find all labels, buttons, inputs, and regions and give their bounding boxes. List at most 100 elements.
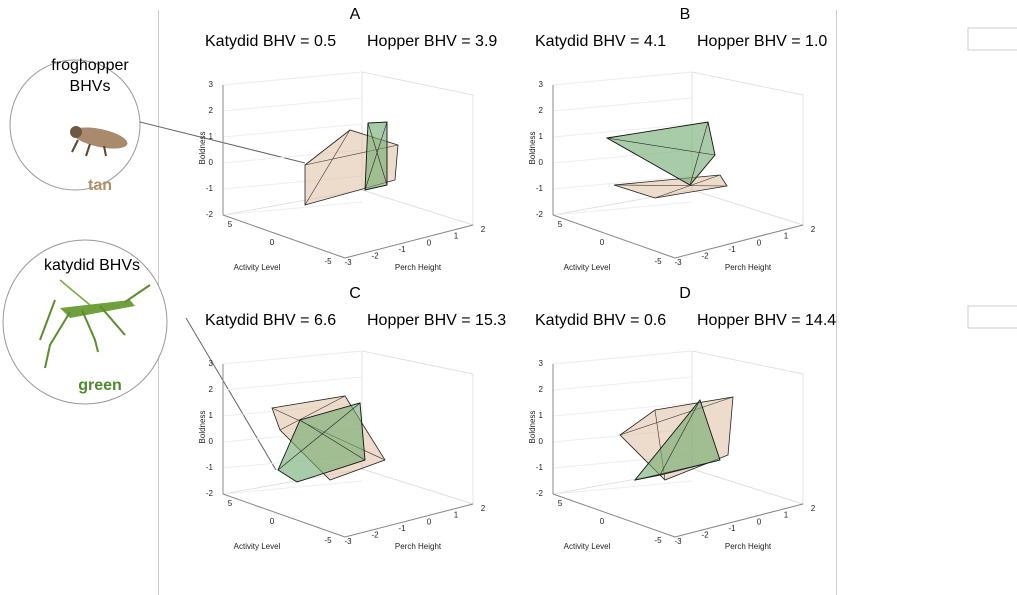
hull-edges (606, 121, 716, 186)
x-axis (552, 214, 676, 259)
x-tick-label: -5 (654, 536, 662, 545)
katydid-bhv: Katydid BHV = 6.6 (205, 312, 336, 329)
y-tick-label: 1 (454, 232, 459, 241)
grid-line (222, 97, 363, 112)
katydid-bhv: Katydid BHV = 4.1 (535, 33, 666, 50)
y-axis-label: Perch Height (725, 542, 772, 551)
z-tick-label: 1 (539, 411, 544, 420)
z-tick-label: 3 (209, 359, 214, 368)
y-tick-label: 2 (811, 225, 816, 234)
y-tick-label: -2 (371, 252, 379, 261)
y-tick-label: 0 (757, 517, 762, 526)
x-tick-label: 5 (558, 220, 563, 229)
z-axis-label: Boldness (198, 132, 207, 165)
x-axis-label: Activity Level (564, 263, 611, 272)
grid-line (552, 480, 693, 495)
hopper-bhv: Hopper BHV = 14.4 (697, 312, 836, 329)
legend-color: green (78, 377, 122, 394)
grid-line (222, 376, 363, 391)
katydid-bhv: Katydid BHV = 0.6 (535, 312, 666, 329)
grid-line (222, 480, 363, 495)
legend-circle (9, 59, 141, 191)
y-tick-label: 0 (427, 238, 432, 247)
y-axis (344, 224, 474, 259)
y-axis-label: Perch Height (725, 263, 772, 272)
floor (552, 189, 805, 259)
y-tick-label: 1 (784, 232, 789, 241)
z-tick-label: -2 (206, 210, 214, 219)
z-tick-label: 1 (539, 132, 544, 141)
legend-label: BHVs (70, 78, 111, 95)
x-tick-label: 5 (228, 499, 233, 508)
y-tick-label: -1 (728, 524, 736, 533)
panel-letter: D (679, 285, 691, 302)
x-axis-label: Activity Level (564, 542, 611, 551)
panel: A Katydid BHV = 0.5 Hopper BHV = 3.9 3 2 1 0 -1… (198, 6, 497, 272)
legend-color: tan (88, 177, 112, 194)
legend-label: froghopper (51, 57, 129, 74)
z-tick-label: 2 (209, 385, 214, 394)
y-axis (674, 503, 804, 538)
grid-line (552, 201, 693, 216)
z-tick-label: 2 (209, 106, 214, 115)
z-axis-label: Boldness (528, 132, 537, 165)
y-tick-label: -2 (701, 252, 709, 261)
y-tick-label: 1 (784, 511, 789, 520)
y-tick-label: 2 (481, 225, 486, 234)
z-tick-label: -1 (206, 463, 214, 472)
x-axis (222, 214, 346, 259)
z-tick-label: 0 (209, 158, 214, 167)
z-tick-label: -2 (536, 210, 544, 219)
y-tick-label: 2 (811, 504, 816, 513)
z-tick-label: -1 (536, 463, 544, 472)
x-tick-label: -5 (324, 536, 332, 545)
floor (222, 468, 475, 538)
z-axis-label: Boldness (528, 411, 537, 444)
hull-edges (277, 402, 366, 471)
x-axis (552, 493, 676, 538)
panel: D Katydid BHV = 0.6 Hopper BHV = 14.4 3 2 1 0 -… (528, 285, 836, 551)
panel-letter: B (680, 6, 691, 23)
x-axis-label: Activity Level (234, 263, 281, 272)
z-tick-label: -1 (536, 184, 544, 193)
x-axis (222, 493, 346, 538)
z-tick-label: 0 (539, 437, 544, 446)
z-tick-label: 3 (539, 80, 544, 89)
panel: C Katydid BHV = 6.6 Hopper BHV = 15.3 3 2 1 0 -… (198, 285, 506, 551)
y-axis (674, 224, 804, 259)
y-tick-label: -1 (398, 245, 406, 254)
y-tick-label: -3 (674, 258, 682, 267)
side-box (967, 305, 1017, 329)
panels: A Katydid BHV = 0.5 Hopper BHV = 3.9 3 2 1 0 -1… (198, 6, 836, 551)
y-tick-label: -3 (344, 258, 352, 267)
grid-line (552, 97, 693, 112)
x-tick-label: -5 (654, 257, 662, 266)
y-tick-label: -3 (674, 537, 682, 546)
froghopper-icon (70, 126, 128, 157)
y-tick-label: 1 (454, 511, 459, 520)
y-tick-label: -1 (398, 524, 406, 533)
z-tick-label: -2 (536, 489, 544, 498)
x-tick-label: -5 (324, 257, 332, 266)
x-axis-label: Activity Level (234, 542, 281, 551)
hull-edges (613, 174, 728, 199)
leader-line (185, 317, 277, 471)
z-axis-label: Boldness (198, 411, 207, 444)
x-tick-label: 5 (558, 499, 563, 508)
z-tick-label: -1 (206, 184, 214, 193)
z-tick-label: -2 (206, 489, 214, 498)
grid-line (552, 376, 693, 391)
hopper-bhv: Hopper BHV = 1.0 (697, 33, 827, 50)
hopper-bhv: Hopper BHV = 15.3 (367, 312, 506, 329)
grid-line (222, 201, 363, 216)
x-tick-label: 5 (228, 220, 233, 229)
katydid-bhv: Katydid BHV = 0.5 (205, 33, 336, 50)
grid-line (552, 402, 693, 417)
z-tick-label: 1 (209, 411, 214, 420)
y-tick-label: 2 (481, 504, 486, 513)
grid-line (222, 350, 363, 365)
legend-label: katydid BHVs (44, 257, 140, 274)
hull-edges (634, 399, 721, 481)
y-axis-label: Perch Height (395, 542, 442, 551)
